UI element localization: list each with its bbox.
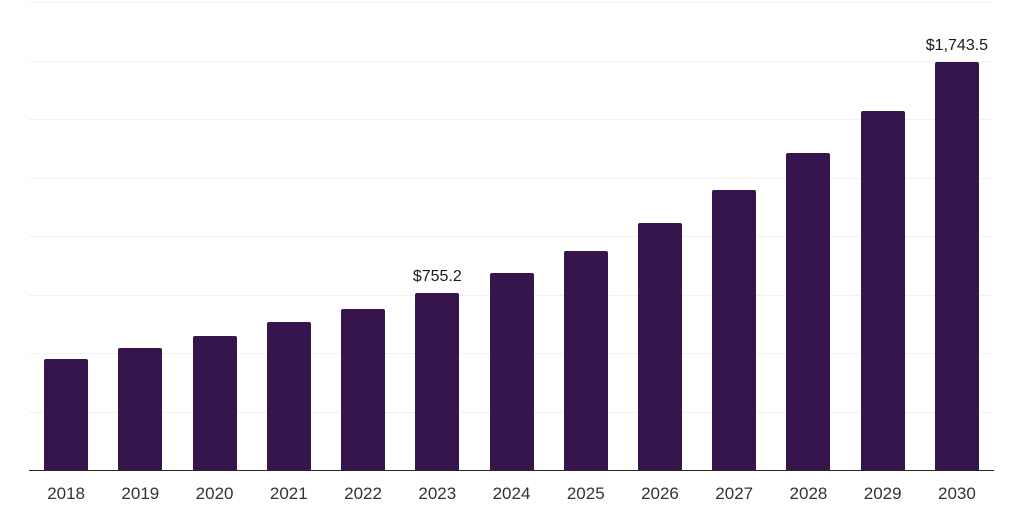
x-tick-label: 2030 [938, 484, 976, 503]
bar-2023 [415, 293, 460, 470]
gridline [29, 177, 994, 179]
bar-group: 2024 [474, 2, 548, 502]
bar-2028 [786, 153, 831, 470]
bar-group: 2019 [103, 2, 177, 502]
x-tick-label: 2021 [269, 484, 308, 503]
bar-group: 2021 [252, 2, 326, 502]
bar-group: $1,743.5 2030 [920, 2, 994, 502]
x-tick-label: 2026 [641, 484, 679, 503]
bar-group: 2029 [846, 2, 920, 502]
bar-group: 2018 [29, 2, 103, 502]
plot-area: 2018 2019 2020 2021 2022 $755.2 2023 2024 2025 20… [29, 2, 994, 502]
bar-2029 [860, 111, 905, 470]
x-tick-label: 2027 [715, 484, 754, 503]
x-tick-label: 2029 [863, 484, 902, 503]
x-tick-label: 2024 [492, 484, 531, 503]
bar-2026 [637, 222, 682, 470]
gridline [29, 236, 994, 237]
bar-2018 [44, 359, 89, 470]
x-tick-label: 2018 [47, 484, 86, 503]
x-tick-label: 2020 [195, 484, 234, 503]
bar-2027 [712, 190, 757, 470]
bar-group: 2027 [697, 2, 771, 502]
bar-2022 [341, 309, 386, 470]
bar-2024 [489, 272, 534, 470]
x-tick-label: 2019 [121, 484, 160, 503]
gridline [29, 2, 994, 3]
bar-2020 [192, 335, 237, 470]
bar-group: 2020 [177, 2, 251, 502]
gridline [29, 60, 994, 62]
bar-group: 2022 [326, 2, 400, 502]
bar-2021 [266, 321, 311, 470]
bar-2019 [118, 348, 163, 470]
data-label-2030: $1,743.5 [925, 37, 989, 55]
bar-group: 2026 [623, 2, 697, 502]
bar-2025 [563, 250, 608, 470]
bar-group: $755.2 2023 [400, 2, 474, 502]
x-tick-label: 2022 [344, 484, 382, 503]
data-label-2023: $755.2 [412, 268, 462, 286]
bar-2030 [934, 62, 979, 470]
bar-slots: 2018 2019 2020 2021 2022 $755.2 2023 2024 2025 20… [29, 2, 994, 502]
bar-group: 2025 [549, 2, 623, 502]
x-tick-label: 2025 [566, 484, 605, 503]
x-tick-label: 2028 [789, 484, 828, 503]
gridline [29, 119, 994, 120]
x-tick-label: 2023 [418, 484, 457, 503]
bar-group: 2028 [771, 2, 845, 502]
